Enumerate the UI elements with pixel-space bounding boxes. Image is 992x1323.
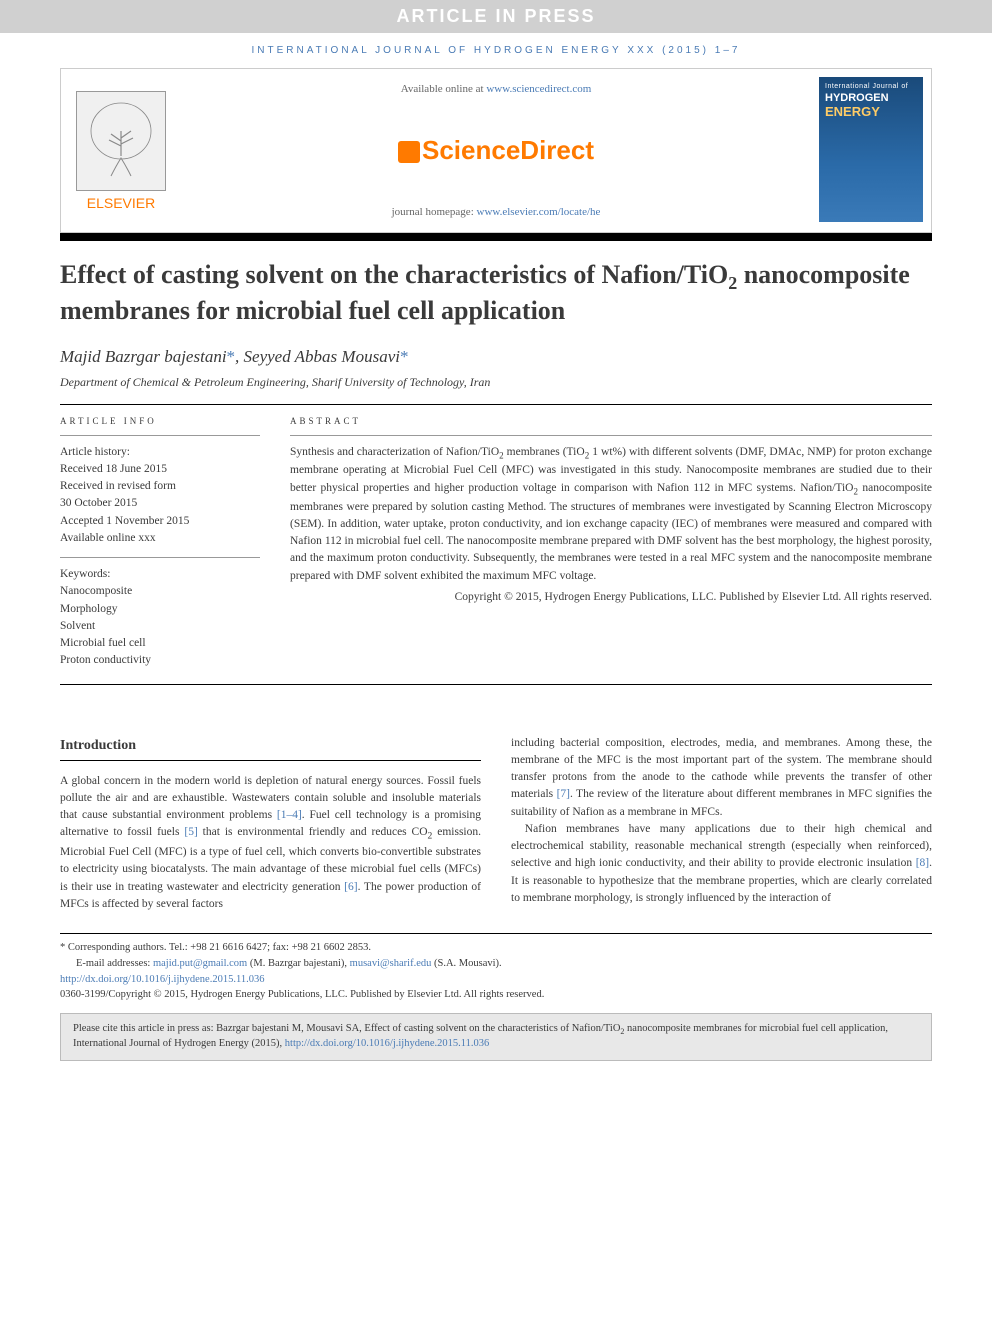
keyword-4: Proton conductivity	[60, 652, 260, 669]
cite-doi-link[interactable]: http://dx.doi.org/10.1016/j.ijhydene.201…	[285, 1038, 489, 1049]
article-info-block: ARTICLE INFO Article history: Received 1…	[60, 405, 260, 670]
c2-seg-c: Nafion membranes have many applications …	[511, 823, 932, 870]
ref-link-6[interactable]: [6]	[344, 881, 357, 893]
email-link-2[interactable]: musavi@sharif.edu	[350, 958, 432, 969]
keyword-0: Nanocomposite	[60, 583, 260, 600]
keyword-2: Solvent	[60, 618, 260, 635]
info-abstract-row: ARTICLE INFO Article history: Received 1…	[60, 405, 932, 670]
author-2: Seyyed Abbas Mousavi	[244, 347, 400, 366]
abstract-copyright: Copyright © 2015, Hydrogen Energy Public…	[290, 589, 932, 606]
intro-para-2: Nafion membranes have many applications …	[511, 821, 932, 907]
doi-link[interactable]: http://dx.doi.org/10.1016/j.ijhydene.201…	[60, 974, 264, 985]
body-column-right: including bacterial composition, electro…	[511, 735, 932, 913]
header-center: Available online at www.sciencedirect.co…	[181, 69, 811, 232]
email-label: E-mail addresses:	[76, 958, 153, 969]
journal-homepage-label: journal homepage:	[392, 206, 477, 218]
keyword-3: Microbial fuel cell	[60, 635, 260, 652]
ref-link-8[interactable]: [8]	[916, 857, 929, 869]
journal-homepage-link[interactable]: www.elsevier.com/locate/he	[477, 206, 601, 218]
history-received: Received 18 June 2015	[60, 461, 260, 478]
intro-para-1: A global concern in the modern world is …	[60, 773, 481, 913]
abs-seg-d: nanocomposite membranes were prepared by…	[290, 482, 932, 582]
ref-link-7[interactable]: [7]	[557, 788, 570, 800]
sciencedirect-icon	[398, 141, 420, 163]
elsevier-logo-block: ELSEVIER	[61, 69, 181, 232]
abs-seg-b: membranes (TiO	[504, 446, 585, 458]
footnotes-block: * Corresponding authors. Tel.: +98 21 66…	[60, 933, 932, 1003]
affiliation: Department of Chemical & Petroleum Engin…	[60, 375, 932, 390]
elsevier-tree-icon	[76, 91, 166, 191]
journal-homepage-line: journal homepage: www.elsevier.com/locat…	[392, 206, 601, 218]
body-column-left: Introduction A global concern in the mod…	[60, 735, 481, 913]
email-who-1: (M. Bazrgar bajestani),	[247, 958, 349, 969]
abstract-head: ABSTRACT	[290, 405, 932, 436]
author-2-asterisk: *	[400, 347, 409, 366]
ref-link-5[interactable]: [5]	[184, 826, 197, 838]
author-1: Majid Bazrgar bajestani	[60, 347, 227, 366]
article-title: Effect of casting solvent on the charact…	[60, 259, 932, 327]
journal-cover-block: International Journal of HYDROGEN ENERGY	[811, 69, 931, 232]
available-online-label: Available online at	[401, 83, 487, 95]
history-online: Available online xxx	[60, 530, 260, 547]
sciencedirect-url-link[interactable]: www.sciencedirect.com	[486, 83, 591, 95]
sciencedirect-text: ScienceDirect	[422, 135, 594, 165]
author-1-asterisk: *	[227, 347, 236, 366]
citation-box: Please cite this article in press as: Ba…	[60, 1013, 932, 1061]
email-link-1[interactable]: majid.put@gmail.com	[153, 958, 247, 969]
body-columns: Introduction A global concern in the mod…	[60, 735, 932, 913]
keywords-label: Keywords:	[60, 566, 260, 583]
abs-seg-a: Synthesis and characterization of Nafion…	[290, 446, 499, 458]
article-history: Article history: Received 18 June 2015 R…	[60, 444, 260, 559]
cover-line3: ENERGY	[825, 104, 917, 119]
sciencedirect-logo: ScienceDirect	[398, 135, 594, 166]
abstract-block: ABSTRACT Synthesis and characterization …	[290, 405, 932, 670]
ref-link-1-4[interactable]: [1–4]	[277, 809, 302, 821]
introduction-heading: Introduction	[60, 735, 481, 761]
cite-pre: Please cite this article in press as: Ba…	[73, 1023, 620, 1034]
keywords-block: Keywords: Nanocomposite Morphology Solve…	[60, 558, 260, 670]
keyword-1: Morphology	[60, 601, 260, 618]
c2-seg-b: . The review of the literature about dif…	[511, 788, 932, 817]
article-info-head: ARTICLE INFO	[60, 405, 260, 436]
title-pre: Effect of casting solvent on the charact…	[60, 260, 728, 289]
available-online-line: Available online at www.sciencedirect.co…	[401, 83, 592, 95]
history-accepted: Accepted 1 November 2015	[60, 513, 260, 530]
elsevier-wordmark: ELSEVIER	[87, 195, 155, 211]
email-line: E-mail addresses: majid.put@gmail.com (M…	[60, 956, 932, 972]
intro-para-1-cont: including bacterial composition, electro…	[511, 735, 932, 821]
article-in-press-banner: ARTICLE IN PRESS	[0, 0, 992, 33]
journal-reference-line: INTERNATIONAL JOURNAL OF HYDROGEN ENERGY…	[0, 33, 992, 68]
header-box: ELSEVIER Available online at www.science…	[60, 68, 932, 233]
history-revised-1: Received in revised form	[60, 478, 260, 495]
history-revised-2: 30 October 2015	[60, 495, 260, 512]
abstract-text: Synthesis and characterization of Nafion…	[290, 444, 932, 585]
c1-seg-c: that is environmental friendly and reduc…	[198, 826, 428, 838]
issn-copyright-line: 0360-3199/Copyright © 2015, Hydrogen Ene…	[60, 987, 932, 1003]
email-who-2: (S.A. Mousavi).	[431, 958, 501, 969]
rule-below-abstract	[60, 684, 932, 685]
journal-cover-image: International Journal of HYDROGEN ENERGY	[819, 77, 923, 222]
title-sub: 2	[728, 273, 737, 293]
corresponding-authors-line: * Corresponding authors. Tel.: +98 21 66…	[60, 940, 932, 956]
cover-line1: International Journal of	[825, 83, 917, 90]
authors-line: Majid Bazrgar bajestani*, Seyyed Abbas M…	[60, 347, 932, 367]
black-separator-bar	[60, 233, 932, 241]
cover-line2: HYDROGEN	[825, 92, 917, 104]
history-label: Article history:	[60, 444, 260, 461]
